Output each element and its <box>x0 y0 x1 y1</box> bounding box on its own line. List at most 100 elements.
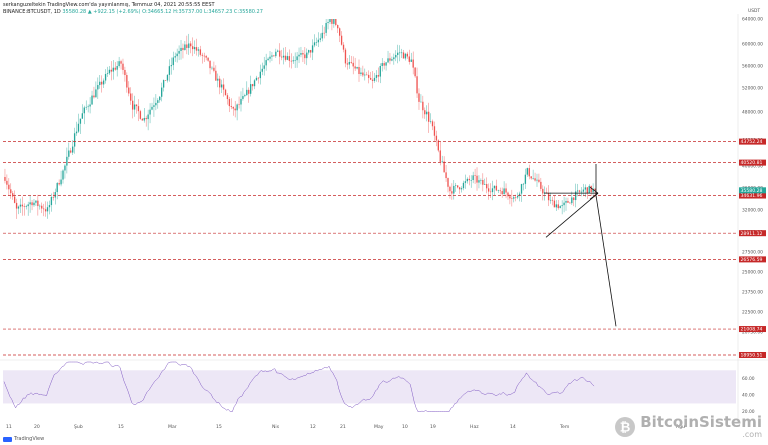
candle-body <box>145 117 147 120</box>
candle-body <box>364 74 366 76</box>
candle-body <box>474 175 476 176</box>
candle-body <box>458 187 461 190</box>
candle-body <box>373 77 376 81</box>
candle-body <box>58 183 60 185</box>
candle-body <box>79 118 82 124</box>
x-axis-label: 21 <box>340 424 346 430</box>
candle-body <box>151 106 153 110</box>
candle-body <box>457 185 459 188</box>
candle-body <box>275 51 277 57</box>
candle-body <box>99 81 101 86</box>
candle-body <box>54 192 56 198</box>
candle-body <box>120 61 122 64</box>
candle-body <box>391 59 393 61</box>
candle-body <box>379 65 381 77</box>
candle-body <box>199 49 202 55</box>
candle-body <box>130 93 132 101</box>
candle-body <box>180 47 182 51</box>
candle-body <box>44 209 47 212</box>
candle-body <box>257 77 260 79</box>
candle-body <box>87 106 89 108</box>
candle-body <box>290 60 292 62</box>
candle-body <box>253 80 256 87</box>
price-tick-label: 48000.00 <box>742 110 763 116</box>
x-axis-label: Ağu <box>676 423 685 430</box>
candle-body <box>460 188 463 190</box>
candle-body <box>93 95 95 98</box>
candle-body <box>222 84 225 90</box>
candle-body <box>594 188 596 191</box>
candle-body <box>551 199 554 201</box>
candle-body <box>213 67 215 71</box>
candle-body <box>501 191 503 195</box>
candle-body <box>4 177 6 181</box>
candle-body <box>302 53 304 55</box>
candle-body <box>277 50 279 52</box>
candle-body <box>97 85 99 90</box>
candle-body <box>197 49 200 51</box>
x-axis-label: 19 <box>430 424 436 430</box>
candle-body <box>232 106 234 109</box>
candle-body <box>333 19 335 24</box>
candle-body <box>489 191 492 193</box>
candle-body <box>443 161 445 173</box>
candle-body <box>342 44 345 50</box>
candle-body <box>563 202 565 206</box>
candle-body <box>486 184 488 189</box>
candle-body <box>371 79 374 81</box>
candle-body <box>31 202 33 206</box>
candle-body <box>48 205 51 208</box>
candle-body <box>309 50 312 53</box>
candle-body <box>385 62 387 66</box>
candle-body <box>416 76 418 94</box>
candle-body <box>128 87 130 94</box>
level-tag <box>739 256 766 263</box>
candle-body <box>186 44 188 48</box>
candle-body <box>50 196 53 206</box>
candle-body <box>346 63 349 65</box>
candle-body <box>522 183 525 185</box>
candle-body <box>427 111 430 122</box>
candle-body <box>369 77 372 80</box>
candle-body <box>567 201 569 203</box>
level-tag <box>739 351 766 358</box>
candle-body <box>41 205 43 209</box>
candle-body <box>246 89 248 96</box>
candle-body <box>313 42 316 46</box>
candle-body <box>8 184 10 190</box>
candle-body <box>249 84 252 94</box>
symbol-label[interactable]: BINANCE:BTCUSDT, 1D <box>3 9 61 15</box>
candle-body <box>85 106 87 108</box>
candle-body <box>273 55 275 57</box>
candle-body <box>265 60 267 66</box>
candle-body <box>335 19 337 26</box>
candle-body <box>406 53 409 57</box>
candle-body <box>338 28 341 36</box>
candle-body <box>255 77 258 81</box>
candle-body <box>530 176 532 179</box>
price-tick-label: 40000.00 <box>742 164 763 170</box>
candle-body <box>240 98 242 105</box>
candle-body <box>590 185 592 193</box>
level-tag <box>739 138 766 145</box>
candle-body <box>236 104 238 111</box>
candle-body <box>33 202 35 206</box>
candle-body <box>259 71 262 79</box>
candle-body <box>29 202 31 205</box>
candle-body <box>352 62 354 67</box>
candle-body <box>410 59 412 62</box>
candle-body <box>203 55 205 57</box>
level-label: 26576.59 <box>741 257 763 263</box>
candle-body <box>515 197 517 198</box>
candle-body <box>207 57 209 61</box>
candle-body <box>491 188 494 193</box>
candle-body <box>398 52 401 54</box>
price-axis-unit: USDT <box>748 8 760 14</box>
candle-body <box>52 196 55 198</box>
candle-body <box>592 188 594 193</box>
candle-body <box>447 178 449 187</box>
level-tag <box>739 326 766 333</box>
candle-body <box>288 56 291 61</box>
candle-body <box>528 168 530 177</box>
